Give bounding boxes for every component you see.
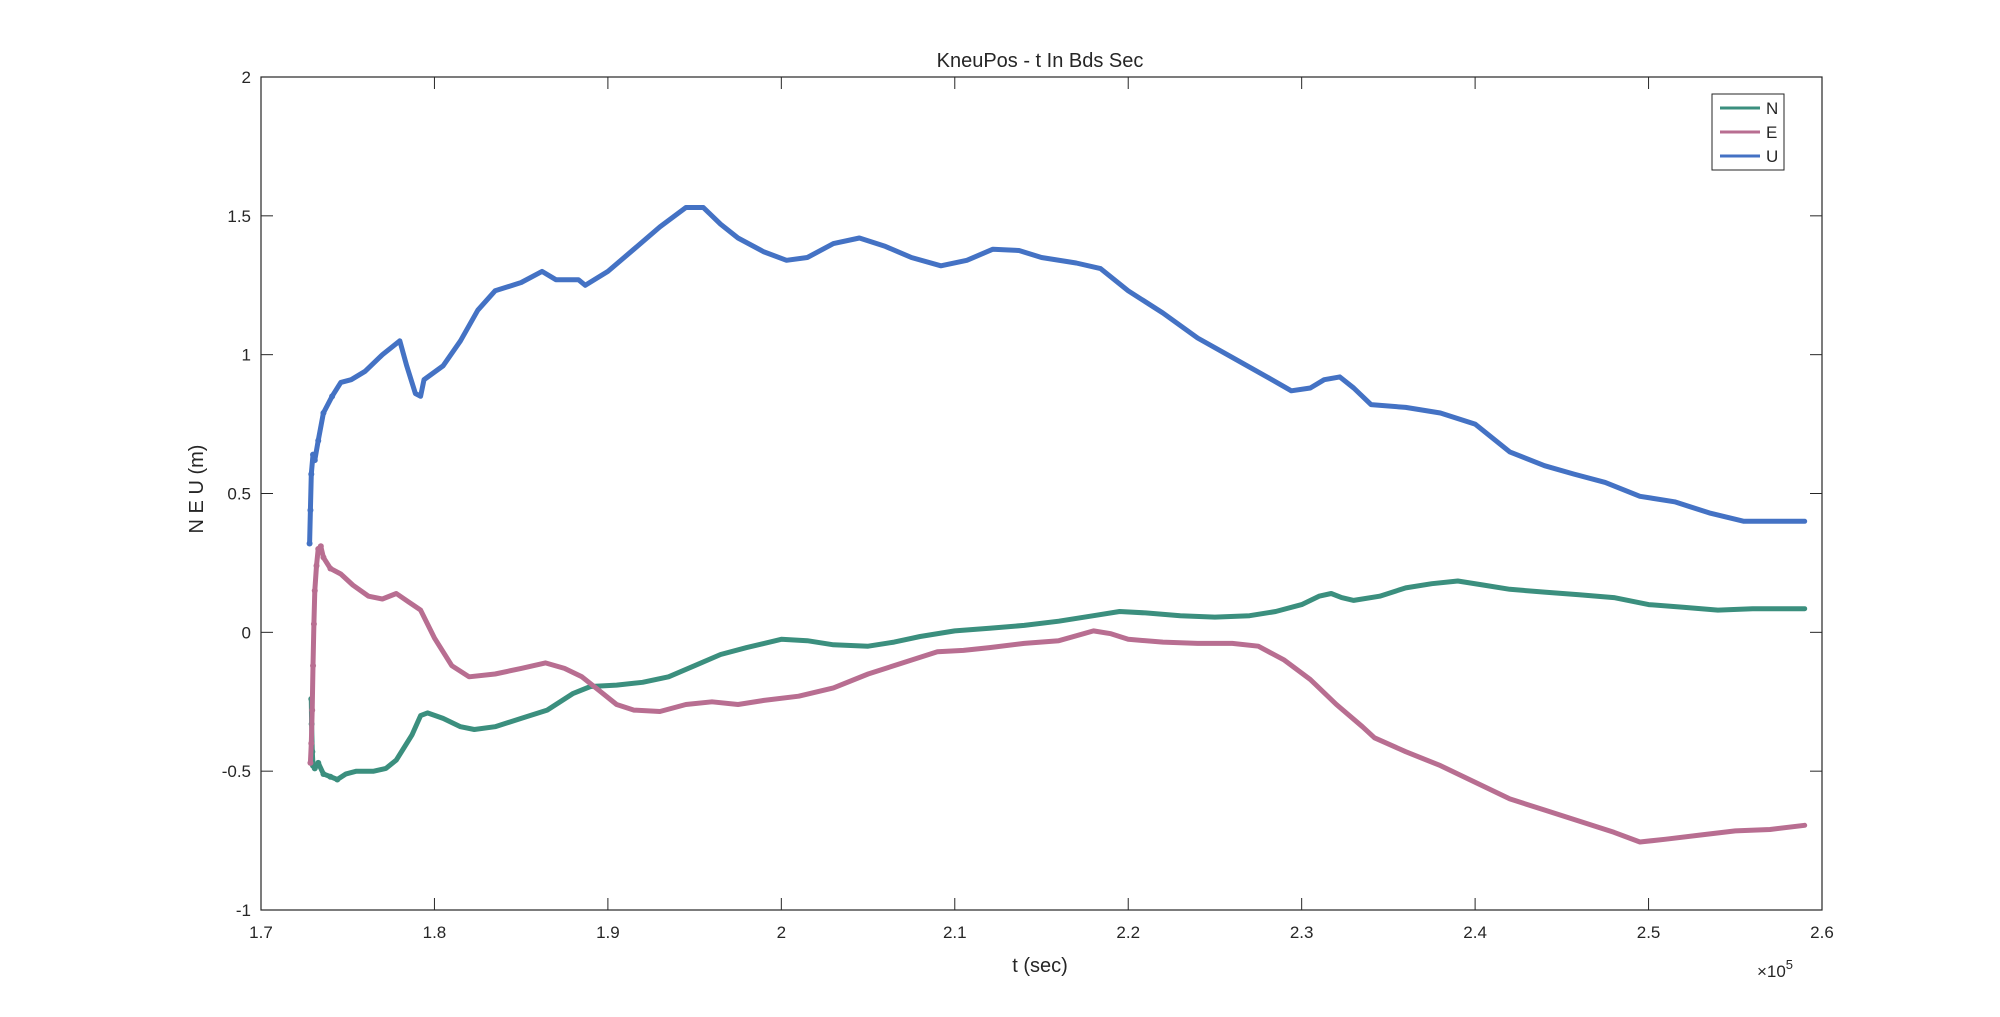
chart-title: KneuPos - t In Bds Sec [937, 50, 1144, 72]
plot-background [261, 77, 1822, 910]
series-E-marker [310, 621, 317, 628]
x-tick-label: 2 [777, 923, 786, 942]
series-E-marker [308, 740, 315, 747]
y-axis-label: N E U (m) [186, 445, 208, 534]
legend-label-E: E [1766, 123, 1777, 142]
series-N-marker [334, 776, 341, 783]
series-U-marker [307, 507, 314, 514]
x-tick-label: 2.4 [1463, 923, 1487, 942]
series-E-marker [309, 707, 316, 714]
series-N-marker [311, 765, 318, 772]
series-E-marker [317, 543, 324, 550]
series-N-marker [320, 770, 327, 777]
series-U-marker [306, 540, 313, 547]
x-tick-label: 2.1 [943, 923, 967, 942]
series-E-marker [320, 554, 327, 561]
legend: NEU [1711, 93, 1785, 171]
series-E-group [307, 543, 1808, 845]
legend-label-N: N [1766, 99, 1778, 118]
y-tick-label: 0 [242, 623, 251, 642]
series-E-marker [313, 562, 320, 569]
x-tick-label: 2.3 [1290, 923, 1314, 942]
series-U-group [306, 205, 1808, 547]
x-tick-label: 1.8 [423, 923, 447, 942]
x-exponent-label: ×105 [1757, 957, 1793, 981]
x-exponent-power: 5 [1786, 957, 1793, 972]
y-tick-label: -0.5 [222, 762, 251, 781]
y-tick-label: 1 [242, 346, 251, 365]
series-N-marker [327, 773, 334, 780]
y-tick-label: -1 [236, 901, 251, 920]
x-tick-label: 1.7 [249, 923, 273, 942]
series-U-marker [311, 457, 318, 464]
series-U-line [307, 205, 1808, 546]
x-tick-label: 1.9 [596, 923, 620, 942]
legend-label-U: U [1766, 147, 1778, 166]
x-axis-label: t (sec) [1012, 955, 1068, 977]
plot-area: 1.7 1.8 1.9 2 2.1 2.2 2.3 2.4 2.5 2.6 -1 -0.5 0 0.5 1 1… [222, 68, 1834, 942]
x-tick-label: 2.6 [1810, 923, 1834, 942]
series-E-marker [311, 587, 318, 594]
y-tick-label: 1.5 [227, 207, 251, 226]
series-N-line [308, 578, 1808, 782]
series-E-line [307, 543, 1808, 845]
series-N-group [308, 578, 1808, 783]
series-U-marker [320, 409, 327, 416]
series-U-marker [308, 471, 315, 478]
x-tick-label: 2.5 [1637, 923, 1661, 942]
x-exponent-base: ×10 [1757, 962, 1786, 981]
series-U-marker [315, 437, 322, 444]
series-U-marker [329, 393, 336, 400]
y-tick-label: 2 [242, 68, 251, 87]
series-E-marker [310, 662, 317, 669]
series-E-marker [307, 759, 314, 766]
series-U-marker [310, 451, 317, 458]
series-N-marker [315, 759, 322, 766]
y-tick-label: 0.5 [227, 485, 251, 504]
x-tick-label: 2.2 [1116, 923, 1140, 942]
series-E-marker [327, 565, 334, 572]
